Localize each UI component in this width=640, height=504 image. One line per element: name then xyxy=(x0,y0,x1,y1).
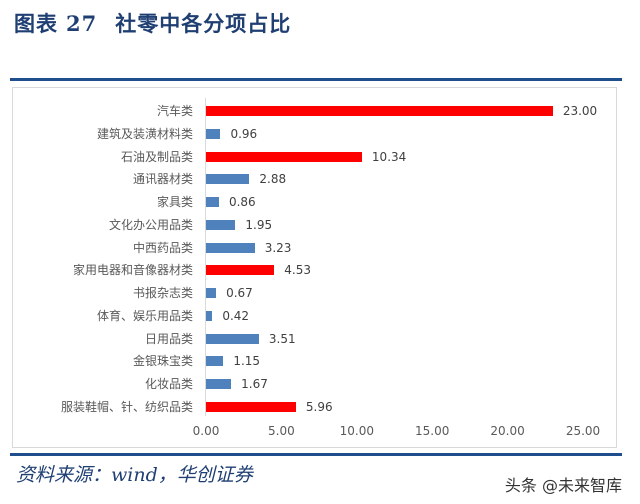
bar-row: 金银珠宝类 1.15 xyxy=(0,351,640,371)
bar-row: 书报杂志类 0.67 xyxy=(0,283,640,303)
category-label: 书报杂志类 xyxy=(132,286,193,300)
value-label: 1.15 xyxy=(233,354,261,369)
bar-row: 服装鞋帽、针、纺织品类 5.96 xyxy=(0,397,640,417)
bar-row: 日用品类 3.51 xyxy=(0,329,640,349)
bar-row: 家用电器和音像器材类 4.53 xyxy=(0,260,640,280)
bar-row: 石油及制品类 10.34 xyxy=(0,147,640,167)
category-label: 家用电器和音像器材类 xyxy=(72,263,193,278)
bar xyxy=(206,151,362,162)
category-label: 服装鞋帽、针、纺织品类 xyxy=(60,399,193,414)
bar-row: 体育、娱乐用品类 0.42 xyxy=(0,306,640,326)
category-label: 石油及制品类 xyxy=(120,149,193,164)
value-label: 0.42 xyxy=(222,308,250,323)
bar xyxy=(206,401,296,412)
category-label: 文化办公用品类 xyxy=(108,217,193,232)
category-label: 化妆品类 xyxy=(144,377,193,391)
value-label: 4.53 xyxy=(284,263,312,278)
x-tick-label: 10.00 xyxy=(339,424,374,438)
x-tick-label: 0.00 xyxy=(192,424,220,438)
chart-frame xyxy=(12,87,617,448)
x-tick-label: 20.00 xyxy=(490,424,525,438)
value-label: 3.23 xyxy=(264,240,292,255)
category-label: 金银珠宝类 xyxy=(132,354,193,369)
figure-number: 27 xyxy=(66,11,98,36)
bar-row: 通讯器材类 2.88 xyxy=(0,169,640,189)
category-label: 体育、娱乐用品类 xyxy=(96,308,193,323)
value-label: 2.88 xyxy=(259,172,287,187)
value-label: 10.34 xyxy=(371,149,407,164)
bar xyxy=(206,219,236,230)
x-tick-label: 15.00 xyxy=(415,424,450,438)
category-label: 日用品类 xyxy=(144,331,193,346)
bar xyxy=(206,310,213,321)
value-label: 0.67 xyxy=(226,286,253,300)
bar xyxy=(206,333,259,344)
top-rule xyxy=(10,78,622,81)
bar-row: 建筑及装潢材料类 0.96 xyxy=(0,124,640,144)
bar xyxy=(206,379,232,389)
bar xyxy=(206,356,224,367)
x-tick-label: 5.00 xyxy=(268,424,295,438)
watermark: 头条 @未来智库 xyxy=(504,476,622,495)
figure-caption: 社零中各分项占比 xyxy=(115,11,292,36)
value-label: 5.96 xyxy=(305,399,333,414)
category-label: 家具类 xyxy=(156,195,193,209)
bar xyxy=(206,265,275,276)
category-label: 汽车类 xyxy=(156,104,193,118)
bar xyxy=(206,288,217,298)
bar xyxy=(206,242,255,253)
bar-row: 家具类 0.86 xyxy=(0,192,640,212)
value-label: 23.00 xyxy=(562,104,598,118)
bar-row: 化妆品类 1.67 xyxy=(0,374,640,394)
bar xyxy=(206,106,553,116)
figure-title: 图表 27 社零中各分项占比 xyxy=(14,8,291,38)
category-label: 建筑及装潢材料类 xyxy=(96,126,193,141)
bar-row: 中西药品类 3.23 xyxy=(0,238,640,258)
value-label: 1.67 xyxy=(241,377,268,391)
bar xyxy=(206,174,250,185)
source-note: 资料来源：wind，华创证券 xyxy=(16,464,253,486)
value-label: 1.95 xyxy=(245,217,273,232)
x-tick-label: 25.00 xyxy=(565,424,601,438)
category-label: 中西药品类 xyxy=(132,240,193,255)
value-label: 0.96 xyxy=(230,126,258,141)
bar-row: 文化办公用品类 1.95 xyxy=(0,215,640,235)
value-label: 0.86 xyxy=(228,195,256,209)
bottom-rule xyxy=(10,453,622,456)
category-axis-line xyxy=(205,98,206,416)
bar xyxy=(206,197,219,207)
category-label: 通讯器材类 xyxy=(132,172,193,187)
value-label: 3.51 xyxy=(268,331,296,346)
figure-prefix: 图表 xyxy=(14,11,58,36)
bar-row: 汽车类 23.00 xyxy=(0,101,640,121)
bar xyxy=(206,128,221,139)
